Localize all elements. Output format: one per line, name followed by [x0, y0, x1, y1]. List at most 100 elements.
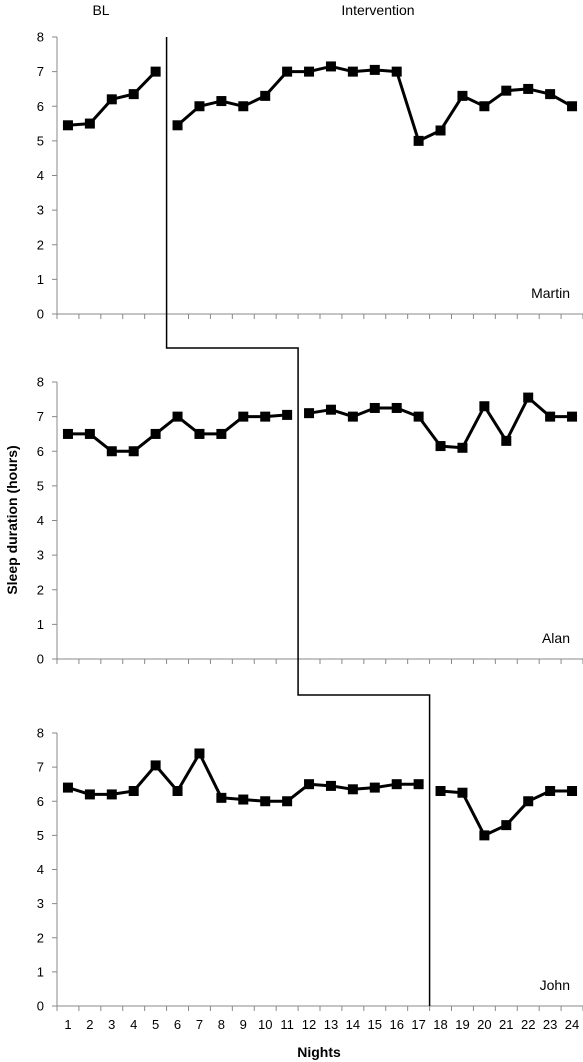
x-tick-label: 2 — [86, 1017, 93, 1032]
data-point — [216, 96, 227, 107]
data-point — [545, 786, 556, 797]
y-axis-title: Sleep duration (hours) — [4, 445, 20, 594]
data-point — [523, 796, 534, 807]
x-tick-label: 14 — [346, 1017, 360, 1032]
x-tick-label: 16 — [389, 1017, 403, 1032]
data-point — [62, 120, 73, 131]
data-point — [172, 411, 183, 422]
data-point — [325, 780, 336, 791]
x-tick-label: 21 — [499, 1017, 513, 1032]
x-tick-label: 8 — [218, 1017, 225, 1032]
y-tick-label: 8 — [37, 726, 44, 741]
data-point — [435, 441, 446, 452]
data-point — [304, 66, 315, 77]
y-tick-label: 2 — [37, 237, 44, 252]
data-point — [282, 409, 293, 420]
participant-name: John — [540, 977, 570, 993]
data-point — [391, 402, 402, 413]
y-tick-label: 4 — [37, 862, 44, 877]
data-point — [238, 794, 249, 805]
data-point — [501, 820, 512, 831]
data-point — [479, 401, 490, 412]
data-point — [479, 101, 490, 112]
data-point — [369, 782, 380, 793]
data-point — [172, 120, 183, 131]
data-point — [216, 428, 227, 439]
y-tick-label: 5 — [37, 828, 44, 843]
y-tick-label: 0 — [37, 652, 44, 667]
x-tick-label: 6 — [174, 1017, 181, 1032]
panel-martin: 0 1 2 3 4 5 6 7 8 Martin — [37, 30, 583, 322]
data-point — [194, 428, 205, 439]
data-point — [150, 428, 161, 439]
data-point — [347, 66, 358, 77]
participant-name: Martin — [531, 285, 570, 301]
phase-change-line — [165, 37, 431, 1006]
data-point — [150, 760, 161, 771]
phase-label-baseline: BL — [92, 2, 109, 18]
x-tick-label: 20 — [477, 1017, 491, 1032]
y-tick-label: 5 — [37, 133, 44, 148]
x-tick-label: 12 — [302, 1017, 316, 1032]
y-tick-label: 3 — [37, 203, 44, 218]
data-point — [369, 402, 380, 413]
y-tick-label: 7 — [37, 409, 44, 424]
y-tick-label: 0 — [37, 999, 44, 1014]
data-point — [523, 83, 534, 94]
x-tick-label: 19 — [455, 1017, 469, 1032]
data-point — [391, 779, 402, 790]
panel-alan: 0 1 2 3 4 5 6 7 8 Alan — [37, 375, 583, 667]
data-point — [567, 101, 578, 112]
data-point — [457, 442, 468, 453]
data-point — [545, 89, 556, 100]
data-point — [84, 118, 95, 129]
y-tick-label: 6 — [37, 99, 44, 114]
y-tick-label: 3 — [37, 548, 44, 563]
data-point — [128, 446, 139, 457]
x-tick-label: 24 — [565, 1017, 579, 1032]
data-point — [128, 89, 139, 100]
data-point — [84, 428, 95, 439]
data-point — [501, 435, 512, 446]
x-tick-label: 23 — [543, 1017, 557, 1032]
data-point — [150, 66, 161, 77]
phase-label-intervention: Intervention — [341, 2, 414, 18]
x-tick-label: 15 — [368, 1017, 382, 1032]
y-tick-label: 6 — [37, 444, 44, 459]
x-tick-label: 1 — [64, 1017, 71, 1032]
data-point — [304, 779, 315, 790]
data-point — [413, 779, 424, 790]
x-tick-label: 5 — [152, 1017, 159, 1032]
data-point — [106, 446, 117, 457]
data-point — [413, 135, 424, 146]
data-point — [435, 125, 446, 136]
data-point — [282, 66, 293, 77]
y-tick-label: 1 — [37, 272, 44, 287]
data-point — [479, 830, 490, 841]
x-tick-label: 9 — [240, 1017, 247, 1032]
y-tick-label: 4 — [37, 513, 44, 528]
data-point — [260, 411, 271, 422]
x-tick-label: 3 — [108, 1017, 115, 1032]
data-point — [128, 786, 139, 797]
data-point — [106, 789, 117, 800]
data-point — [567, 411, 578, 422]
data-point — [238, 411, 249, 422]
x-tick-label: 18 — [433, 1017, 447, 1032]
x-tick-label: 22 — [521, 1017, 535, 1032]
y-tick-label: 6 — [37, 794, 44, 809]
data-point — [369, 64, 380, 75]
data-point — [106, 94, 117, 105]
data-point — [325, 61, 336, 72]
data-point — [523, 392, 534, 403]
data-point — [457, 90, 468, 101]
data-point — [567, 786, 578, 797]
data-point — [501, 85, 512, 96]
data-point — [413, 411, 424, 422]
data-point — [391, 66, 402, 77]
y-tick-label: 7 — [37, 64, 44, 79]
x-axis-title: Nights — [297, 1044, 341, 1060]
data-point — [282, 796, 293, 807]
